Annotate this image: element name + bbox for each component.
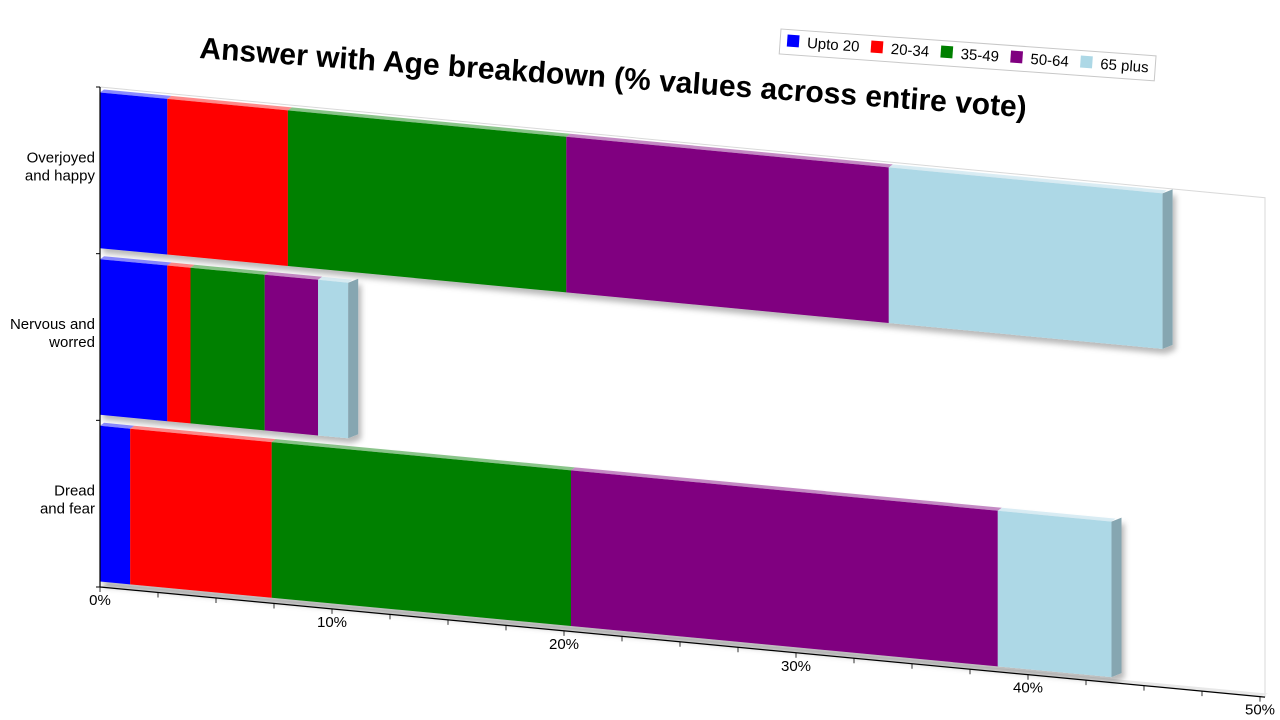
bar-group (100, 89, 1173, 349)
bar-segment (287, 110, 567, 293)
category-label: Nervous and (10, 316, 95, 333)
bar-top-face (271, 439, 575, 471)
bar-end-cap (348, 278, 359, 439)
bar-segment (571, 470, 998, 667)
legend: Upto 20 20-34 35-49 50-64 65 plus (778, 28, 1157, 82)
bar-top-face (571, 467, 1002, 511)
bar-segment (566, 136, 889, 323)
legend-swatch (1080, 55, 1093, 69)
bar-segment (888, 167, 1163, 349)
bar-top-face (264, 271, 323, 280)
bar-top-face (100, 256, 172, 266)
x-tick-label: 10% (317, 614, 347, 631)
legend-entry: 65 plus (1100, 56, 1149, 76)
x-tick-label: 40% (1013, 680, 1043, 697)
category-label: and fear (40, 501, 95, 518)
bar-segment (130, 428, 272, 598)
bar-top-face (287, 107, 571, 137)
legend-entry: 35-49 (960, 46, 999, 66)
bar-end-cap (1162, 189, 1173, 349)
bar-top-face (566, 133, 893, 168)
bar-group (100, 256, 359, 439)
legend-swatch (870, 40, 884, 54)
bar-segment (318, 279, 349, 439)
legend-swatch (786, 34, 800, 48)
bar-top-face (888, 164, 1167, 194)
category-label: Dread (54, 483, 95, 500)
bar-segment (264, 274, 319, 436)
bar-segment (167, 98, 288, 267)
x-tick-label: 0% (89, 592, 111, 609)
bar-top-face (318, 276, 353, 283)
category-label: worred (48, 334, 95, 351)
x-tick-label: 30% (781, 658, 811, 675)
plot-floor (100, 584, 1268, 697)
legend-swatch (1010, 50, 1024, 64)
bar-segment (100, 259, 168, 422)
legend-entry: 50-64 (1030, 51, 1069, 71)
bar-segment (271, 442, 571, 626)
x-tick-label: 50% (1245, 702, 1275, 719)
legend-entry: 20-34 (890, 41, 929, 61)
bar-top-face (190, 264, 269, 275)
bars (100, 89, 1173, 678)
legend-swatch (940, 45, 954, 59)
category-label: Overjoyed (27, 149, 95, 166)
bar-top-face (167, 262, 195, 268)
bar-top-face (100, 89, 172, 99)
bar-top-face (130, 425, 276, 443)
bar-segment (167, 265, 191, 424)
plot-frame (99, 86, 1268, 698)
x-axis-line (99, 586, 1266, 698)
bar-segment (190, 267, 265, 431)
plot-border (99, 86, 1266, 698)
legend-entry: Upto 20 (806, 35, 860, 56)
bar-group (100, 422, 1122, 678)
bar-segment (997, 510, 1112, 678)
bar-segment (100, 92, 168, 255)
bar-top-face (100, 422, 135, 429)
category-label: and happy (25, 167, 96, 184)
bar-top-face (167, 95, 292, 111)
bar-end-cap (1111, 517, 1122, 678)
x-tick-label: 20% (549, 636, 579, 653)
bar-segment (100, 425, 131, 585)
bar-top-face (997, 507, 1116, 522)
